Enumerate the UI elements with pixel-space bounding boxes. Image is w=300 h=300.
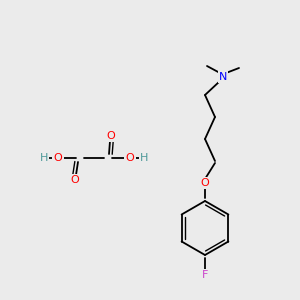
Text: F: F (202, 270, 208, 280)
Text: O: O (106, 131, 116, 141)
Text: H: H (140, 153, 148, 163)
Text: O: O (70, 175, 80, 185)
Text: O: O (54, 153, 62, 163)
Text: H: H (40, 153, 48, 163)
Text: N: N (219, 72, 227, 82)
Text: O: O (201, 178, 209, 188)
Text: O: O (126, 153, 134, 163)
